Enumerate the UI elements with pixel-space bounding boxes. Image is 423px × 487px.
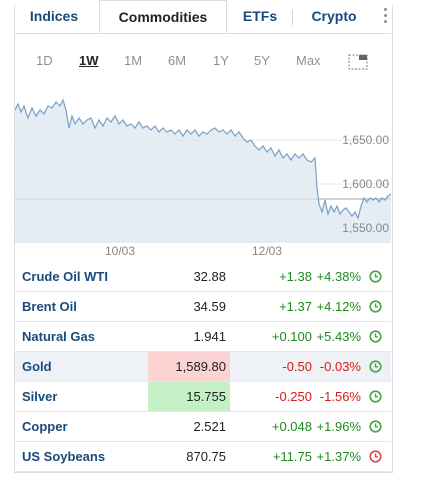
change-percent: -1.56% <box>319 389 361 404</box>
tab-bar: Indices Commodities ETFs Crypto <box>0 0 395 34</box>
clock-icon <box>369 390 382 403</box>
chart-line <box>15 98 391 220</box>
more-options-icon[interactable] <box>381 8 389 26</box>
tab-underline <box>14 33 391 34</box>
y-tick-label: 1,650.00 <box>342 133 389 147</box>
period-1y[interactable]: 1Y <box>213 53 229 68</box>
tab-commodities[interactable]: Commodities <box>99 0 227 34</box>
table-row[interactable]: US Soybeans 870.75 +11.75 +1.37% <box>15 442 391 472</box>
change-value: -0.50 <box>282 359 312 374</box>
table-row-selected[interactable]: Gold 1,589.80 -0.50 -0.03% <box>15 352 391 382</box>
change-value: +1.38 <box>279 269 312 284</box>
period-1m[interactable]: 1M <box>124 53 143 68</box>
tab-indices[interactable]: Indices <box>29 8 79 24</box>
table-row[interactable]: Natural Gas 1.941 +0.100 +5.43% <box>15 322 391 352</box>
y-tick-label: 1,550.00 <box>342 221 389 235</box>
expand-chart-icon[interactable] <box>348 53 368 70</box>
tab-separator <box>292 10 293 25</box>
chart-area <box>15 100 391 243</box>
quotes-table: Crude Oil WTI 32.88 +1.38 +4.38% Brent O… <box>15 262 391 472</box>
last-price: 1.941 <box>193 329 226 344</box>
change-percent: +4.38% <box>316 269 361 284</box>
period-1w[interactable]: 1W <box>79 53 99 68</box>
last-price: 15.755 <box>148 382 230 411</box>
change-value: -0.250 <box>275 389 312 404</box>
change-value: +1.37 <box>279 299 312 314</box>
change-percent: +4.12% <box>316 299 361 314</box>
price-chart: 1,650.00 1,600.00 1,550.00 10/03 12/03 <box>15 98 391 258</box>
change-percent: +5.43% <box>316 329 361 344</box>
clock-icon <box>369 270 382 283</box>
instrument-name[interactable]: Natural Gas <box>22 329 95 344</box>
y-tick-label: 1,600.00 <box>342 177 389 191</box>
period-max[interactable]: Max <box>296 53 321 68</box>
x-tick-label: 10/03 <box>105 244 135 258</box>
instrument-name[interactable]: Crude Oil WTI <box>22 269 108 284</box>
last-price: 32.88 <box>193 269 226 284</box>
change-value: +11.75 <box>272 449 312 464</box>
instrument-name[interactable]: US Soybeans <box>22 449 106 464</box>
last-price: 2.521 <box>193 419 226 434</box>
clock-icon <box>369 450 382 463</box>
clock-icon <box>369 360 382 373</box>
change-percent: +1.96% <box>316 419 361 434</box>
table-row[interactable]: Brent Oil 34.59 +1.37 +4.12% <box>15 292 391 322</box>
table-row[interactable]: Silver 15.755 -0.250 -1.56% <box>15 382 391 412</box>
instrument-name[interactable]: Silver <box>22 389 58 404</box>
tab-crypto[interactable]: Crypto <box>311 8 357 24</box>
instrument-name[interactable]: Brent Oil <box>22 299 77 314</box>
change-value: +0.100 <box>271 329 312 344</box>
last-price: 870.75 <box>186 449 226 464</box>
table-row[interactable]: Crude Oil WTI 32.88 +1.38 +4.38% <box>15 262 391 292</box>
table-row[interactable]: Copper 2.521 +0.048 +1.96% <box>15 412 391 442</box>
clock-icon <box>369 300 382 313</box>
period-6m[interactable]: 6M <box>168 53 187 68</box>
instrument-name[interactable]: Gold <box>22 359 52 374</box>
period-1d[interactable]: 1D <box>36 53 53 68</box>
last-price: 1,589.80 <box>148 352 230 381</box>
change-percent: -0.03% <box>319 359 361 374</box>
change-value: +0.048 <box>271 419 312 434</box>
instrument-name[interactable]: Copper <box>22 419 68 434</box>
change-percent: +1.37% <box>316 449 361 464</box>
clock-icon <box>369 330 382 343</box>
last-price: 34.59 <box>193 299 226 314</box>
tab-etfs[interactable]: ETFs <box>242 8 278 24</box>
period-5y[interactable]: 5Y <box>254 53 270 68</box>
x-tick-label: 12/03 <box>252 244 282 258</box>
clock-icon <box>369 420 382 433</box>
